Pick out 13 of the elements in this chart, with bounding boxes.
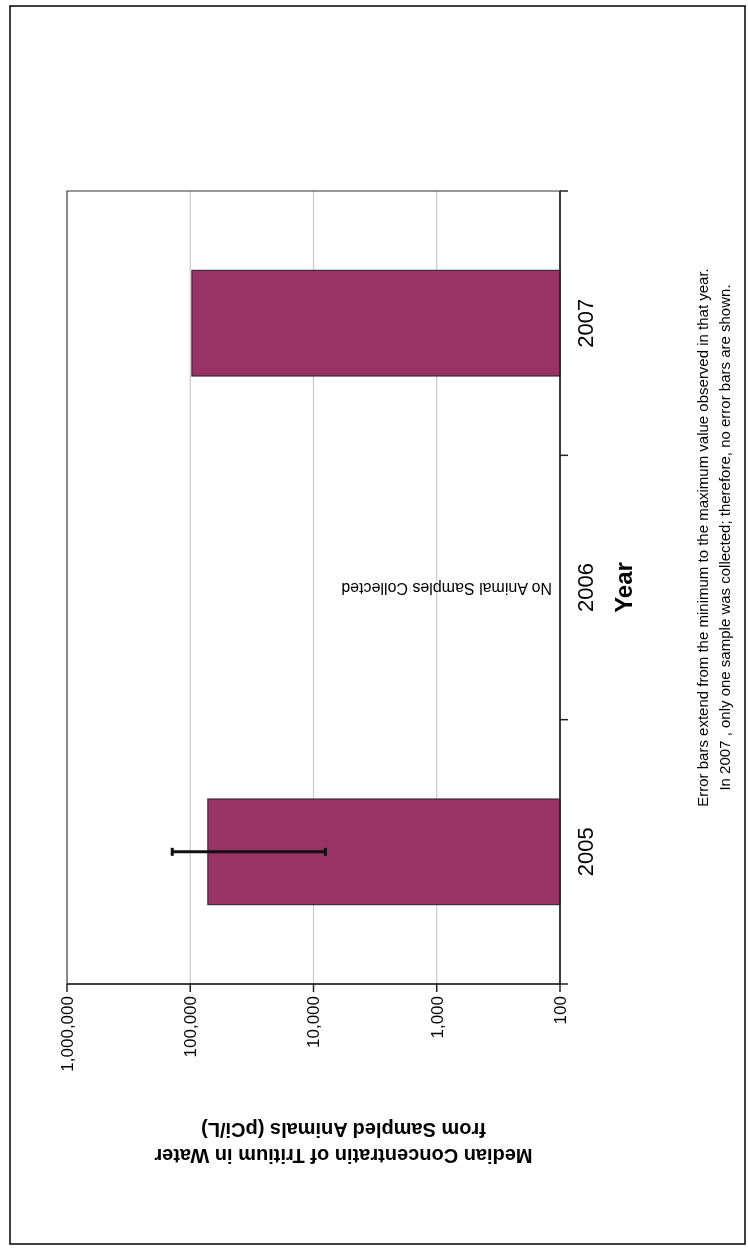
x-tick-label: 1,000,000 (57, 996, 77, 1072)
text: Error bars extend from the minimum to the maximum value observed in that year. (694, 268, 711, 807)
x-axis-title: Median Concentratin of Tritium in Water from Sampled Animals (pCi/L) (154, 1119, 533, 1167)
x-tick-label: 100,000 (181, 996, 201, 1058)
x-tick-label: 10,000 (304, 996, 324, 1048)
annotation: No Animal Samples Collected (341, 579, 552, 597)
y-tick-label: 2006 (573, 563, 598, 612)
y-tick-label: 2005 (573, 827, 598, 877)
y-tick-label: 2007 (573, 298, 598, 348)
x-tick-label: 1,000 (427, 996, 447, 1039)
y-axis-title: Year (610, 562, 637, 613)
text: In 2007 , only one sample was collected; therefore, no error bars are shown. (716, 284, 733, 791)
x-tick-label: 100 (550, 996, 570, 1025)
